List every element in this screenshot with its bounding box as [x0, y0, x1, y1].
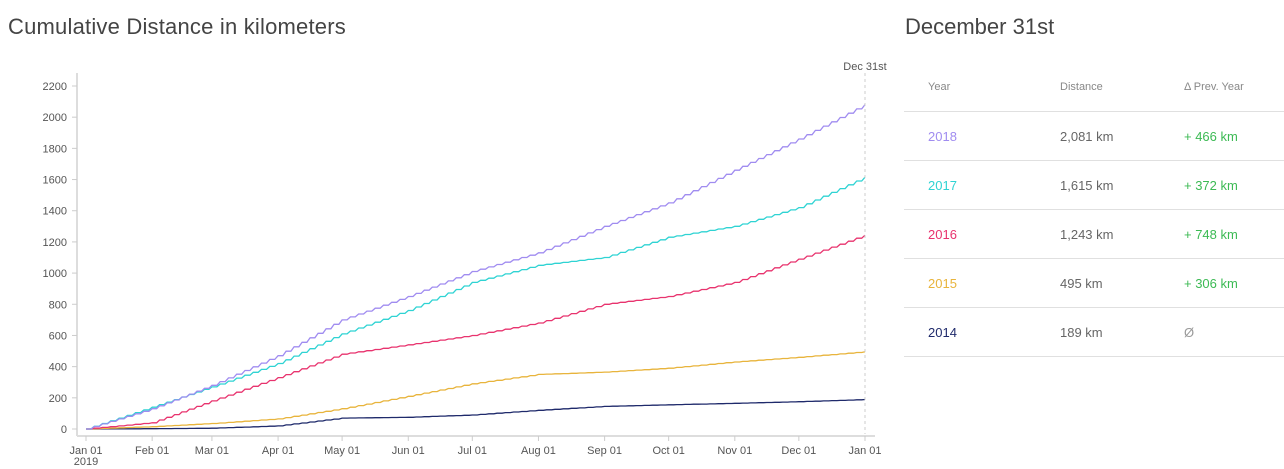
- header-distance[interactable]: Distance: [1036, 63, 1160, 112]
- svg-text:Aug 01: Aug 01: [521, 445, 556, 457]
- svg-text:Mar 01: Mar 01: [195, 445, 229, 457]
- delta-cell: + 372 km: [1160, 160, 1284, 210]
- distance-cell: 189 km: [1036, 307, 1160, 357]
- svg-text:2200: 2200: [43, 81, 67, 93]
- delta-cell: + 748 km: [1160, 209, 1284, 259]
- svg-text:Oct 01: Oct 01: [652, 445, 684, 457]
- date-marker: Dec 31st: [843, 61, 887, 434]
- selected-date-title: December 31st: [905, 14, 1055, 39]
- svg-text:Dec 01: Dec 01: [781, 445, 816, 457]
- svg-text:Nov 01: Nov 01: [717, 445, 752, 457]
- svg-text:2019: 2019: [74, 456, 98, 468]
- header-year[interactable]: Year: [904, 63, 1036, 112]
- delta-cell: + 306 km: [1160, 258, 1284, 308]
- series-line-2018: [86, 104, 866, 430]
- x-axis: Jan 01 Feb 01 Mar 01 Apr 01 May 01 Jun 01 Jul …: [69, 435, 882, 468]
- delta-cell: Ø: [1160, 307, 1284, 357]
- svg-text:Feb 01: Feb 01: [135, 445, 169, 457]
- cumulative-distance-chart[interactable]: 0 200 400 600 800 1000 1200 1400 1600 1800 2000 220…: [0, 55, 900, 469]
- svg-text:1800: 1800: [43, 143, 67, 155]
- distance-cell: 1,615 km: [1036, 160, 1160, 210]
- series-line-2017: [86, 176, 866, 430]
- year-cell: 2018: [904, 111, 1036, 161]
- svg-text:600: 600: [49, 330, 67, 342]
- table-row[interactable]: 2015 495 km + 306 km: [904, 258, 1284, 308]
- svg-text:200: 200: [49, 393, 67, 405]
- series-line-2016: [86, 234, 866, 430]
- svg-text:2000: 2000: [43, 112, 67, 124]
- svg-text:Sep 01: Sep 01: [587, 445, 622, 457]
- series-lines: [86, 104, 866, 430]
- svg-text:400: 400: [49, 362, 67, 374]
- year-cell: 2017: [904, 160, 1036, 210]
- svg-text:Jan 01: Jan 01: [848, 445, 881, 457]
- year-cell: 2016: [904, 209, 1036, 259]
- svg-text:800: 800: [49, 299, 67, 311]
- svg-text:Jun 01: Jun 01: [392, 445, 425, 457]
- table-row[interactable]: 2014 189 km Ø: [904, 307, 1284, 357]
- distance-cell: 2,081 km: [1036, 111, 1160, 161]
- table-row[interactable]: 2017 1,615 km + 372 km: [904, 160, 1284, 210]
- svg-text:0: 0: [61, 424, 67, 436]
- year-cell: 2014: [904, 307, 1036, 357]
- series-line-2014: [86, 398, 866, 430]
- table-row[interactable]: 2016 1,243 km + 748 km: [904, 209, 1284, 259]
- svg-text:1000: 1000: [43, 268, 67, 280]
- distance-cell: 1,243 km: [1036, 209, 1160, 259]
- table-row[interactable]: 2018 2,081 km + 466 km: [904, 111, 1284, 161]
- svg-text:Jan 01: Jan 01: [69, 445, 102, 457]
- svg-text:1600: 1600: [43, 175, 67, 187]
- table-header-row: Year Distance Δ Prev. Year: [904, 63, 1284, 112]
- distance-cell: 495 km: [1036, 258, 1160, 308]
- year-cell: 2015: [904, 258, 1036, 308]
- y-axis: 0 200 400 600 800 1000 1200 1400 1600 1800 2000 220…: [43, 73, 78, 436]
- svg-text:Dec 31st: Dec 31st: [843, 61, 886, 73]
- svg-text:1200: 1200: [43, 237, 67, 249]
- svg-text:Jul 01: Jul 01: [458, 445, 487, 457]
- chart-title: Cumulative Distance in kilometers: [8, 14, 346, 39]
- svg-text:Apr 01: Apr 01: [262, 445, 294, 457]
- series-line-2015: [86, 351, 866, 430]
- delta-cell: + 466 km: [1160, 111, 1284, 161]
- svg-text:1400: 1400: [43, 206, 67, 218]
- year-summary-table: Year Distance Δ Prev. Year 2018 2,081 km…: [904, 63, 1284, 357]
- svg-text:May 01: May 01: [324, 445, 360, 457]
- header-delta[interactable]: Δ Prev. Year: [1160, 63, 1284, 112]
